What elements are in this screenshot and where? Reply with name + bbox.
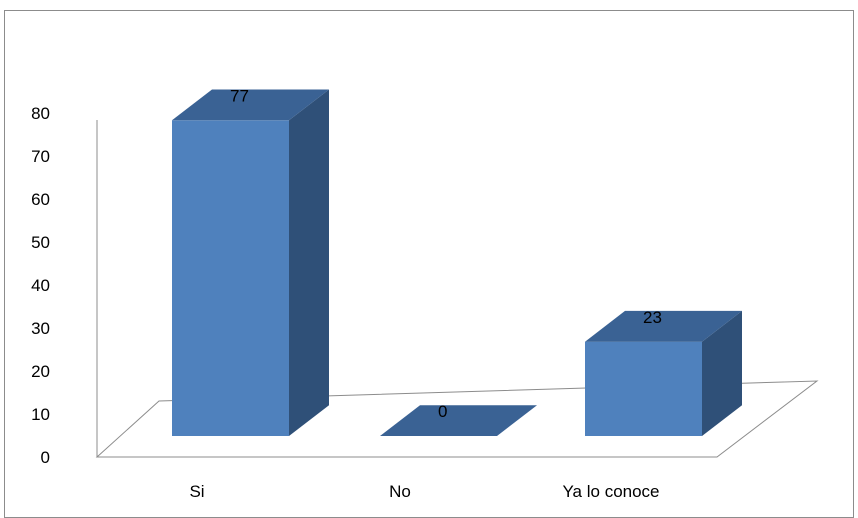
chart-floor (95, 380, 819, 458)
y-tick-label: 60 (31, 190, 50, 209)
y-tick-label: 70 (31, 147, 50, 166)
x-category-label: Ya lo conoce (562, 482, 659, 501)
y-tick-label: 80 (31, 104, 50, 123)
data-label: 23 (643, 308, 662, 327)
bar-side (702, 310, 742, 436)
bar-front (585, 341, 702, 436)
y-tick-label: 10 (31, 405, 50, 424)
y-tick-label: 0 (41, 448, 50, 467)
y-tick-label: 50 (31, 233, 50, 252)
y-tick-label: 20 (31, 362, 50, 381)
bar-front (172, 120, 289, 437)
y-tick-label: 30 (31, 319, 50, 338)
data-label: 0 (438, 402, 447, 421)
x-category-label: Si (189, 482, 204, 501)
bar-top (172, 89, 329, 121)
bar-side (289, 89, 329, 436)
x-category-label: No (389, 482, 411, 501)
bar-top (380, 405, 537, 436)
bar-top (585, 310, 742, 342)
data-label: 77 (230, 87, 249, 106)
y-tick-label: 40 (31, 276, 50, 295)
